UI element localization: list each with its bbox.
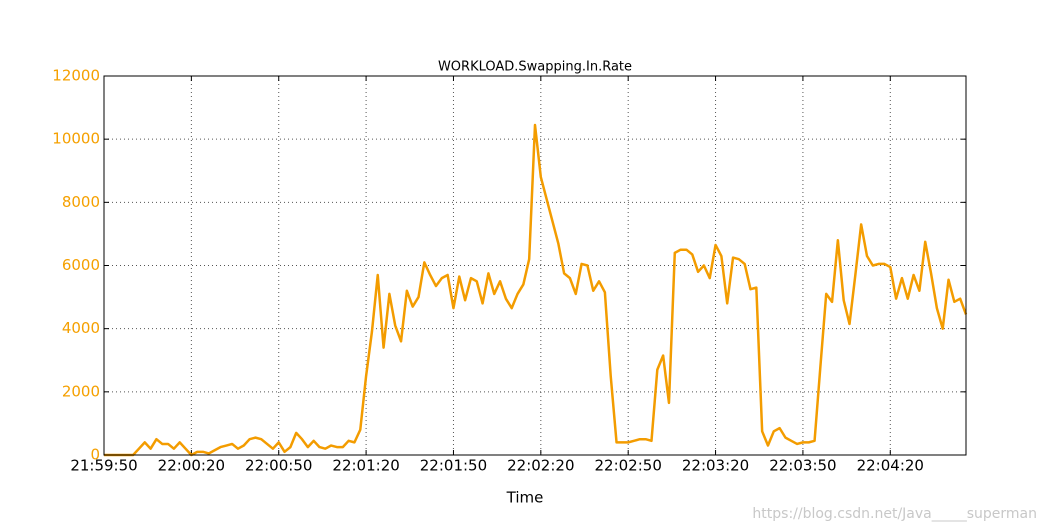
chart-title: WORKLOAD.Swapping.In.Rate	[438, 60, 632, 75]
y-tick-label: 2000	[62, 382, 100, 400]
x-tick-label: 22:00:20	[158, 457, 225, 475]
data-line	[104, 123, 968, 457]
y-tick-label: 8000	[62, 193, 100, 211]
x-tick-label: 22:03:50	[769, 457, 836, 475]
y-tick-label: 10000	[52, 130, 100, 148]
y-tick-label: 12000	[52, 67, 100, 85]
x-tick-label: 22:01:20	[332, 457, 399, 475]
x-tick-label: 22:00:50	[245, 457, 312, 475]
y-tick-label: 4000	[62, 319, 100, 337]
x-axis-label: Time	[506, 489, 544, 507]
watermark: https://blog.csdn.net/Java_____superman	[752, 506, 1037, 522]
y-tick-label: 0	[90, 446, 100, 464]
plot-frame	[103, 75, 967, 456]
x-tick-label: 22:01:50	[420, 457, 487, 475]
y-tick-label: 6000	[62, 256, 100, 274]
x-tick-label: 21:59:50	[70, 457, 137, 475]
x-tick-label: 22:02:50	[595, 457, 662, 475]
x-tick-label: 22:04:20	[857, 457, 924, 475]
x-tick-label: 22:02:20	[507, 457, 574, 475]
x-tick-label: 22:03:20	[682, 457, 749, 475]
